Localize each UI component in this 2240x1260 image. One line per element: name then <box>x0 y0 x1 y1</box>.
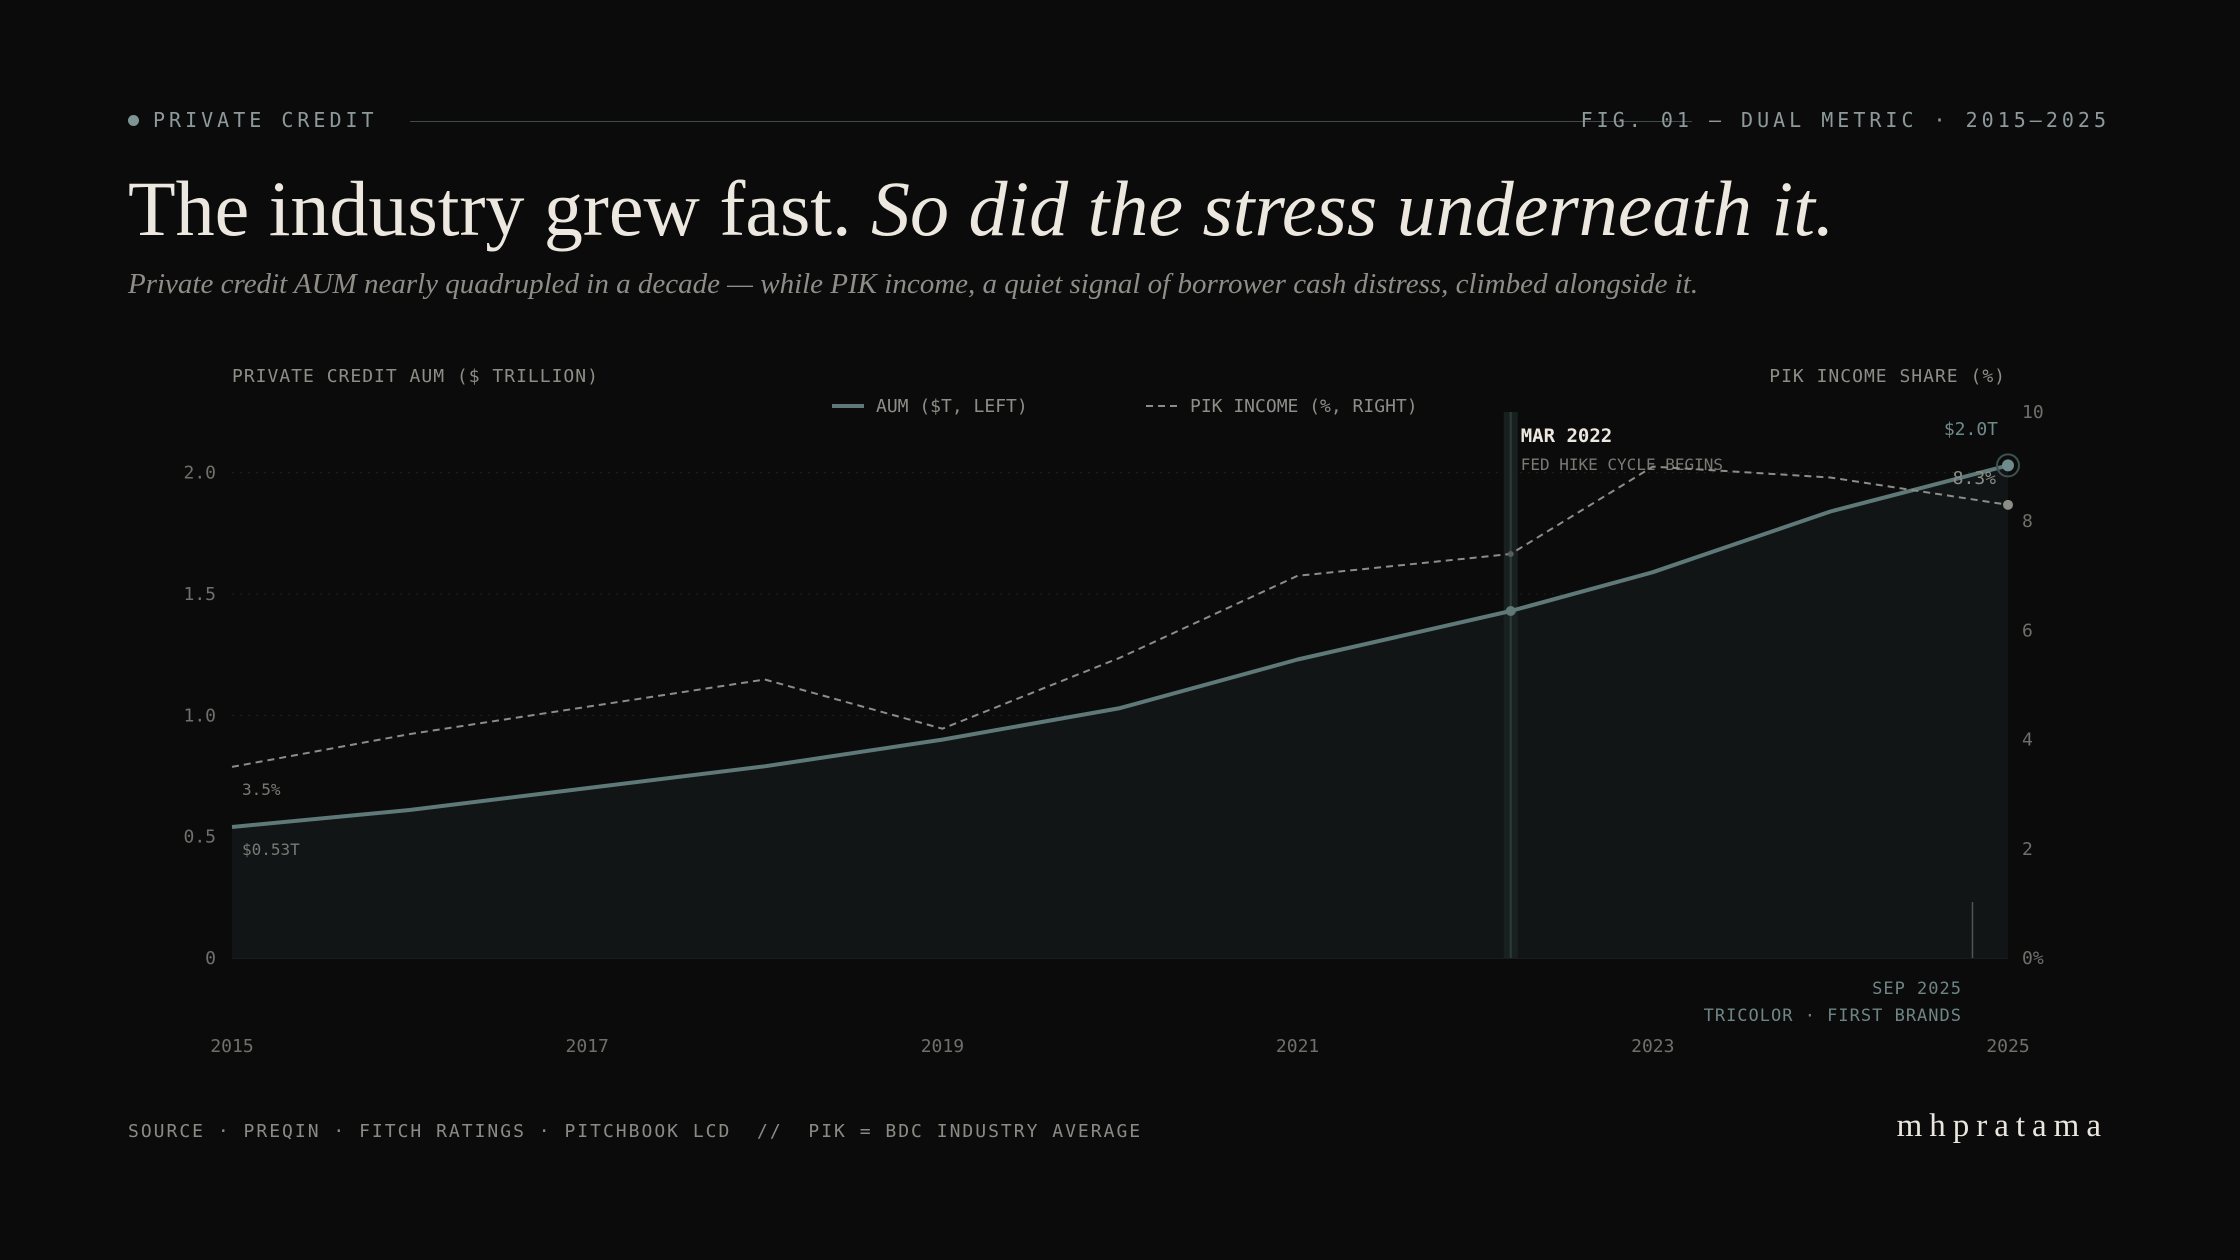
source-note: SOURCE · PREQIN · FITCH RATINGS · PITCHB… <box>128 1121 1143 1142</box>
x-tick-label: 2025 <box>1986 1036 2029 1057</box>
x-tick-label: 2021 <box>1276 1036 1319 1057</box>
bullet-dot-icon <box>128 114 139 126</box>
aum-end-point <box>2002 459 2014 472</box>
pik-end-point <box>2003 499 2013 510</box>
legend-pik-label: PIK INCOME (%, RIGHT) <box>1190 396 1418 417</box>
left-tick-label: 0 <box>205 948 216 969</box>
pik-line <box>231 465 2009 768</box>
headline-italic: So did the stress underneath it. <box>870 165 1835 252</box>
legend-aum-label: AUM ($T, LEFT) <box>876 396 1028 417</box>
x-tick-label: 2019 <box>921 1036 964 1057</box>
headline: The industry grew fast. So did the stres… <box>128 164 1834 254</box>
legend: AUM ($T, LEFT) PIK INCOME (%, RIGHT) <box>832 396 1418 417</box>
aum-area <box>232 465 2008 958</box>
sep-2025-title: SEP 2025 <box>1872 979 1962 999</box>
pik-end-label: 8.3% <box>1953 468 1997 489</box>
x-tick-label: 2017 <box>566 1036 609 1057</box>
kicker-label: PRIVATE CREDIT <box>153 108 378 132</box>
right-tick-label: 10 <box>2022 402 2044 423</box>
x-tick-label: 2023 <box>1631 1036 1674 1057</box>
mar-2022-text: FED HIKE CYCLE BEGINS <box>1521 455 1723 474</box>
mar-2022-title: MAR 2022 <box>1521 425 1613 447</box>
left-tick-label: 0.5 <box>183 827 216 848</box>
aum-point-mar-2022 <box>1505 605 1516 616</box>
right-tick-label: 8 <box>2022 511 2033 532</box>
axis-labels: 0 0.5 1.0 1.5 2.0 0% 2 4 6 8 10 2015 2017 2019 2021 202… <box>183 402 2043 1057</box>
right-tick-label: 2 <box>2022 839 2033 860</box>
right-tick-label: 6 <box>2022 620 2033 641</box>
aum-end-ring <box>1996 453 2020 478</box>
x-tick-label: 2015 <box>210 1036 253 1057</box>
aum-line <box>231 463 2009 829</box>
aum-end-label: $2.0T <box>1944 419 1998 440</box>
figure-label: FIG. 01 — DUAL METRIC · 2015—2025 <box>1580 108 2110 132</box>
sep-2025-text: TRICOLOR · FIRST BRANDS <box>1704 1006 1962 1026</box>
left-axis-title: PRIVATE CREDIT AUM ($ TRILLION) <box>232 366 599 387</box>
right-tick-label: 4 <box>2022 730 2033 751</box>
author-signature: mhpratama <box>1896 1108 2108 1144</box>
headline-plain: The industry grew fast. <box>128 165 871 252</box>
right-tick-label: 0% <box>2022 948 2044 969</box>
left-tick-label: 1.5 <box>183 584 216 605</box>
header-divider <box>410 121 1692 122</box>
annotations: MAR 2022 FED HIKE CYCLE BEGINS SEP 2025 TRI… <box>1503 412 1974 1026</box>
pik-start-label: 3.5% <box>242 780 281 799</box>
aum-area-fill <box>232 465 2008 958</box>
aum-start-label: $0.53T <box>242 840 300 859</box>
right-axis-title: PIK INCOME SHARE (%) <box>1769 366 2006 387</box>
left-tick-label: 2.0 <box>183 463 216 484</box>
pik-point-mar-2022 <box>1507 550 1514 557</box>
left-tick-label: 1.0 <box>183 705 216 726</box>
header-bar: PRIVATE CREDIT FIG. 01 — DUAL METRIC · 2… <box>128 108 2110 134</box>
kicker: PRIVATE CREDIT <box>128 108 378 132</box>
series-lines <box>231 453 2020 829</box>
subheadline: Private credit AUM nearly quadrupled in … <box>128 268 1699 300</box>
